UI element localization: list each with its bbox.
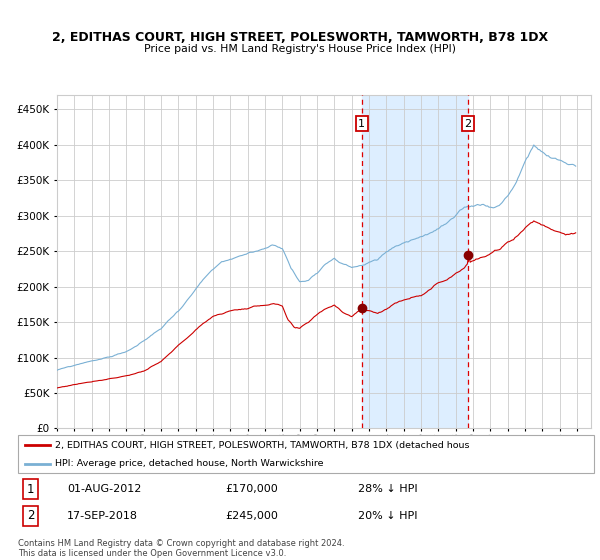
Text: 2, EDITHAS COURT, HIGH STREET, POLESWORTH, TAMWORTH, B78 1DX (detached hous: 2, EDITHAS COURT, HIGH STREET, POLESWORT… <box>55 441 470 450</box>
FancyBboxPatch shape <box>18 435 594 473</box>
Text: HPI: Average price, detached house, North Warwickshire: HPI: Average price, detached house, Nort… <box>55 459 324 468</box>
Text: 2: 2 <box>27 509 34 522</box>
Text: 2: 2 <box>464 119 472 129</box>
Text: 28% ↓ HPI: 28% ↓ HPI <box>358 484 418 494</box>
Text: 20% ↓ HPI: 20% ↓ HPI <box>358 511 418 521</box>
Text: Price paid vs. HM Land Registry's House Price Index (HPI): Price paid vs. HM Land Registry's House … <box>144 44 456 54</box>
Text: 1: 1 <box>358 119 365 129</box>
Text: 1: 1 <box>27 483 34 496</box>
Text: £245,000: £245,000 <box>226 511 278 521</box>
Text: Contains HM Land Registry data © Crown copyright and database right 2024.
This d: Contains HM Land Registry data © Crown c… <box>18 539 344 558</box>
Text: £170,000: £170,000 <box>226 484 278 494</box>
Text: 17-SEP-2018: 17-SEP-2018 <box>67 511 138 521</box>
Text: 01-AUG-2012: 01-AUG-2012 <box>67 484 142 494</box>
Bar <box>362 95 468 428</box>
Text: 2, EDITHAS COURT, HIGH STREET, POLESWORTH, TAMWORTH, B78 1DX: 2, EDITHAS COURT, HIGH STREET, POLESWORT… <box>52 31 548 44</box>
